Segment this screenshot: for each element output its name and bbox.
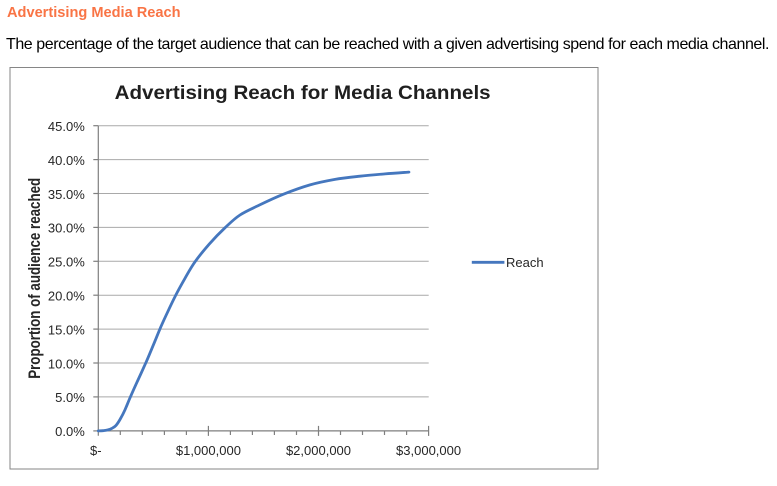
svg-text:40.0%: 40.0% xyxy=(48,153,85,168)
svg-text:45.0%: 45.0% xyxy=(48,119,85,134)
svg-text:25.0%: 25.0% xyxy=(48,255,85,270)
svg-text:Proportion of audience reached: Proportion of audience reached xyxy=(26,178,44,379)
svg-text:$3,000,000: $3,000,000 xyxy=(396,443,461,458)
svg-text:30.0%: 30.0% xyxy=(48,221,85,236)
svg-text:20.0%: 20.0% xyxy=(48,289,85,304)
svg-text:Reach: Reach xyxy=(506,255,544,270)
svg-text:15.0%: 15.0% xyxy=(48,322,85,337)
svg-text:Advertising Reach for Media Ch: Advertising Reach for Media Channels xyxy=(115,83,491,104)
svg-text:$2,000,000: $2,000,000 xyxy=(286,443,351,458)
svg-text:$1,000,000: $1,000,000 xyxy=(176,443,241,458)
svg-text:$-: $- xyxy=(90,443,102,458)
svg-text:0.0%: 0.0% xyxy=(55,424,85,439)
svg-text:35.0%: 35.0% xyxy=(48,187,85,202)
svg-text:5.0%: 5.0% xyxy=(55,390,85,405)
svg-text:10.0%: 10.0% xyxy=(48,356,85,371)
